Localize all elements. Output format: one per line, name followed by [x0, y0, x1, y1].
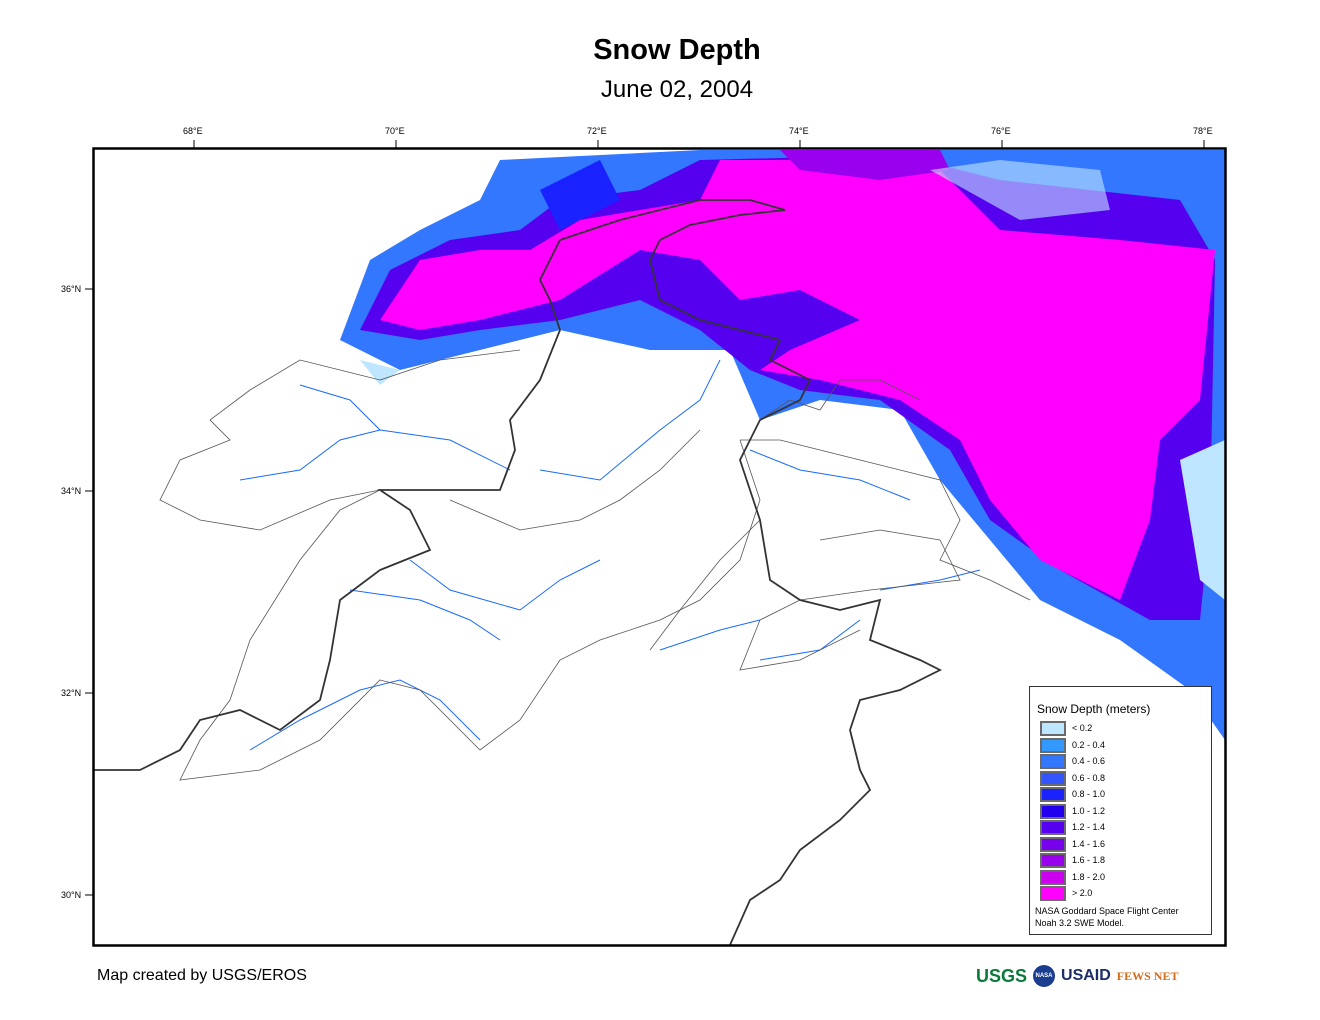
legend-label: 1.4 - 1.6	[1072, 838, 1106, 849]
legend-item: 0.6 - 0.8	[1040, 770, 1106, 786]
legend-label: 1.8 - 2.0	[1072, 871, 1106, 882]
lat-tick-36: 36°N	[61, 284, 82, 294]
legend-swatch	[1040, 869, 1066, 885]
legend-item: 0.8 - 1.0	[1040, 787, 1106, 802]
legend-label: 0.8 - 1.0	[1072, 788, 1106, 799]
lon-tick-74: 74°E	[789, 126, 809, 136]
map-title: Snow Depth	[593, 34, 761, 66]
legend-swatch	[1040, 721, 1066, 736]
legend-swatch	[1040, 787, 1066, 802]
legend-label: 1.0 - 1.2	[1072, 805, 1106, 816]
map-credit: Map created by USGS/EROS	[97, 967, 307, 984]
legend-item: 0.4 - 0.6	[1040, 754, 1106, 769]
legend-item: 1.2 - 1.4	[1040, 820, 1106, 835]
legend-item: > 2.0	[1040, 886, 1093, 901]
lon-tick-72: 72°E	[587, 126, 607, 136]
partner-logos: USGS NASA USAID FEWS NET	[976, 962, 1178, 990]
legend-item: 0.2 - 0.4	[1040, 737, 1106, 753]
lat-tick-34: 34°N	[61, 486, 82, 496]
graticule-ticks	[85, 140, 1205, 896]
legend-label: 1.6 - 1.8	[1072, 854, 1106, 865]
legend-label: 1.2 - 1.4	[1072, 821, 1106, 832]
map-date: June 02, 2004	[600, 76, 754, 103]
lat-tick-32: 32°N	[61, 688, 82, 698]
legend-swatch	[1040, 836, 1066, 852]
legend-item: 1.8 - 2.0	[1040, 869, 1106, 885]
lon-tick-78: 78°E	[1193, 126, 1213, 136]
legend-swatch	[1040, 803, 1066, 819]
legend-label: < 0.2	[1072, 722, 1093, 733]
legend-item: < 0.2	[1040, 721, 1093, 736]
rivers	[239, 359, 981, 751]
legend-swatch	[1040, 886, 1066, 901]
fews-net-logo: FEWS NET	[1116, 968, 1179, 983]
legend-swatch	[1040, 853, 1066, 868]
legend-title: Snow Depth (meters)	[1037, 702, 1151, 716]
lon-tick-68: 68°E	[183, 126, 203, 136]
legend-swatch	[1040, 770, 1066, 786]
legend-label: 0.2 - 0.4	[1072, 739, 1106, 750]
nasa-logo: NASA	[1033, 965, 1056, 987]
legend-swatch	[1040, 737, 1066, 753]
lon-tick-76: 76°E	[991, 126, 1011, 136]
legend-source-1: NASA Goddard Space Flight Center	[1035, 906, 1179, 916]
legend-source-2: Noah 3.2 SWE Model.	[1035, 918, 1125, 928]
legend-label: 0.4 - 0.6	[1072, 755, 1106, 766]
map-frame	[92, 147, 1227, 947]
lat-tick-30: 30°N	[61, 890, 82, 900]
basin-boundaries	[159, 349, 1031, 781]
legend-item: 1.0 - 1.2	[1040, 803, 1106, 819]
snow-cover	[340, 150, 1225, 740]
legend-swatch	[1040, 820, 1066, 835]
international-border	[94, 199, 943, 945]
lon-tick-70: 70°E	[385, 126, 405, 136]
legend-swatch	[1040, 754, 1066, 769]
legend-label: 0.6 - 0.8	[1072, 772, 1106, 783]
legend-label: > 2.0	[1072, 887, 1093, 898]
usgs-logo: USGS	[976, 965, 1028, 986]
legend-item: 1.4 - 1.6	[1040, 836, 1106, 852]
legend-item: 1.6 - 1.8	[1040, 853, 1106, 868]
usaid-logo: USAID	[1061, 967, 1111, 984]
legend: Snow Depth (meters) < 0.2 0.2 - 0.4 0.4 - …	[1029, 686, 1212, 935]
